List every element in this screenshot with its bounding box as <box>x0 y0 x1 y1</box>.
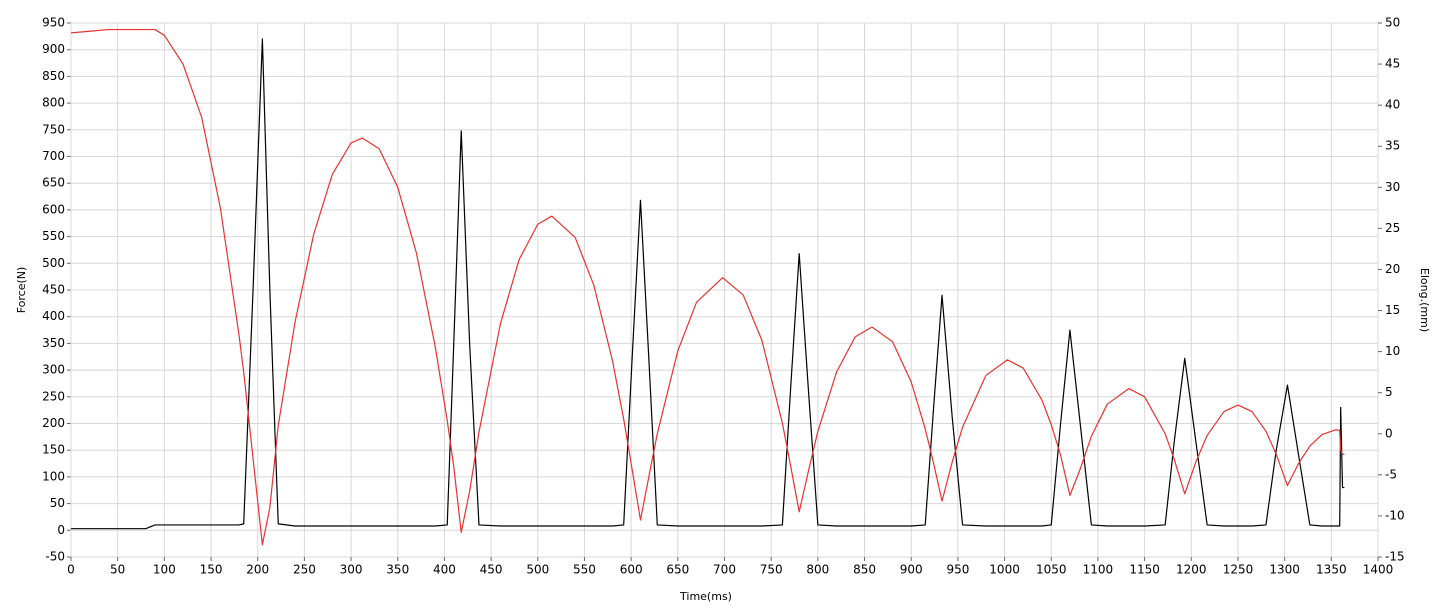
x-tick-label: 500 <box>526 563 549 577</box>
x-tick-label: 700 <box>713 563 736 577</box>
x-tick-label: 750 <box>760 563 783 577</box>
y-tick-label: 700 <box>42 149 65 163</box>
y-tick-label: 350 <box>42 336 65 350</box>
x-tick-label: 300 <box>340 563 363 577</box>
y-tick-label: 800 <box>42 96 65 110</box>
y2-tick-label: 15 <box>1385 303 1400 317</box>
y2-tick-label: -10 <box>1385 508 1405 522</box>
y-tick-label: 500 <box>42 256 65 270</box>
y2-tick-label: 0 <box>1385 426 1393 440</box>
y-tick-label: 400 <box>42 309 65 323</box>
y-tick-label: 850 <box>42 69 65 83</box>
y-tick-label: 650 <box>42 176 65 190</box>
data-line <box>70 28 1345 546</box>
y-tick-label: 900 <box>42 42 65 56</box>
x-tick-label: 1400 <box>1363 563 1394 577</box>
y-tick-label: 300 <box>42 363 65 377</box>
y-tick-label: 550 <box>42 229 65 243</box>
y2-tick-label: 25 <box>1385 221 1400 235</box>
x-tick-label: 1350 <box>1316 563 1347 577</box>
x-tick-label: 900 <box>900 563 923 577</box>
x-tick-label: 400 <box>433 563 456 577</box>
y2-tick-label: 45 <box>1385 57 1400 71</box>
y-tick-label: 200 <box>42 416 65 430</box>
y2-tick-label: 5 <box>1385 385 1393 399</box>
x-tick-label: 250 <box>293 563 316 577</box>
y2-tick-label: 30 <box>1385 180 1400 194</box>
y-tick-label: 0 <box>57 523 65 537</box>
x-tick-label: 50 <box>110 563 125 577</box>
y2-tick-label: 35 <box>1385 139 1400 153</box>
x-tick-label: 1100 <box>1083 563 1114 577</box>
y2-tick-label: 40 <box>1385 98 1400 112</box>
y2-tick-label: -5 <box>1385 467 1397 481</box>
x-tick-label: 150 <box>200 563 223 577</box>
x-tick-label: 950 <box>946 563 969 577</box>
x-tick-label: 0 <box>67 563 75 577</box>
y-axis-label: Force(N) <box>15 267 28 314</box>
x-tick-label: 850 <box>853 563 876 577</box>
x-tick-label: 350 <box>386 563 409 577</box>
x-axis-label: Time(ms) <box>679 590 732 603</box>
y2-tick-label: 20 <box>1385 262 1400 276</box>
x-tick-label: 1150 <box>1129 563 1160 577</box>
x-tick-label: 1200 <box>1176 563 1207 577</box>
data-line <box>71 38 1345 530</box>
y2-tick-label: 10 <box>1385 344 1400 358</box>
y-tick-label: 150 <box>42 443 65 457</box>
y2-tick-label: 50 <box>1385 16 1400 30</box>
x-tick-label: 1250 <box>1223 563 1254 577</box>
x-tick-label: 100 <box>153 563 176 577</box>
y-tick-label: -50 <box>45 550 65 564</box>
y-tick-label: 950 <box>42 16 65 30</box>
y-tick-label: 750 <box>42 122 65 136</box>
y-tick-label: 100 <box>42 469 65 483</box>
x-tick-label: 550 <box>573 563 596 577</box>
y2-tick-label: -15 <box>1385 550 1405 564</box>
y2-axis-label: Elong.(mm) <box>1418 268 1431 332</box>
x-tick-label: 1300 <box>1269 563 1300 577</box>
x-tick-label: 1000 <box>989 563 1020 577</box>
y-tick-label: 250 <box>42 389 65 403</box>
x-tick-label: 800 <box>806 563 829 577</box>
x-tick-label: 1050 <box>1036 563 1067 577</box>
y-tick-label: 600 <box>42 202 65 216</box>
y-tick-label: 450 <box>42 283 65 297</box>
x-tick-label: 650 <box>666 563 689 577</box>
x-tick-label: 600 <box>620 563 643 577</box>
x-tick-label: 450 <box>480 563 503 577</box>
x-tick-label: 200 <box>246 563 269 577</box>
y-tick-label: 50 <box>50 496 65 510</box>
